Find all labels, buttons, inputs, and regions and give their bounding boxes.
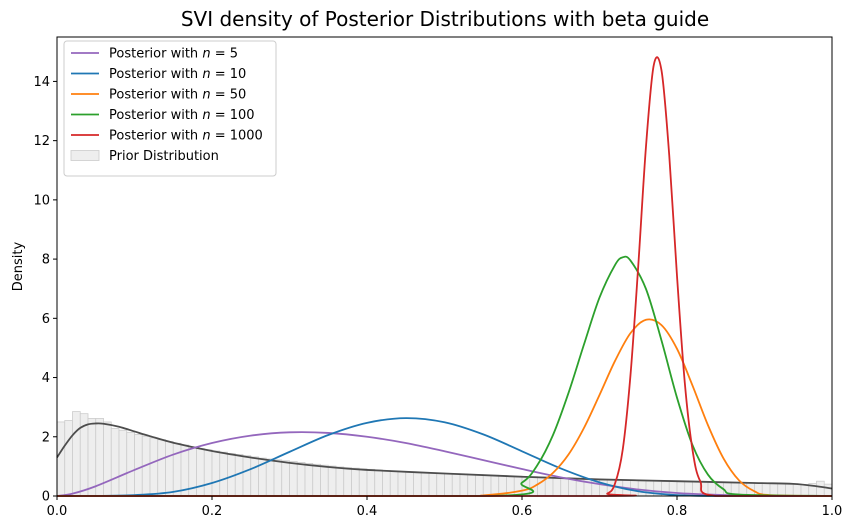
histogram-bar	[103, 421, 112, 497]
histogram-bar	[816, 480, 825, 497]
histogram-bar	[320, 464, 329, 497]
legend-box	[63, 40, 277, 177]
x-tick-label: 0.0	[47, 504, 68, 519]
histogram-bar	[250, 456, 259, 497]
histogram-bar	[242, 455, 252, 497]
x-tick-label: 0.2	[202, 504, 223, 519]
legend-entry-label: Posterior with n = 1000	[109, 129, 263, 144]
y-tick-label: 4	[42, 371, 50, 386]
histogram-bar	[110, 428, 120, 497]
legend-swatch	[70, 150, 100, 161]
histogram-bar	[459, 473, 469, 497]
legend-entry-label: Posterior with n = 100	[109, 108, 255, 123]
histogram-bar	[335, 466, 345, 497]
histogram-bar	[475, 474, 484, 497]
histogram-bar	[777, 483, 786, 497]
histogram-bar	[211, 450, 221, 497]
histogram-bar	[513, 475, 523, 497]
y-tick-label: 0	[42, 490, 50, 505]
y-tick-label: 2	[42, 430, 50, 445]
histogram-bar	[482, 474, 492, 497]
histogram-bar	[769, 483, 779, 497]
histogram-bar	[126, 431, 135, 497]
histogram-bar	[490, 474, 500, 497]
histogram-bar	[196, 448, 205, 497]
histogram-bar	[800, 484, 810, 497]
series-line-4	[57, 255, 833, 497]
histogram-bar	[792, 483, 802, 497]
legend-entry-label: Prior Distribution	[109, 149, 219, 164]
histogram-bar	[134, 434, 143, 497]
histogram-bar	[304, 463, 314, 497]
x-axis-ticks: 0.0 0.2 0.4 0.6 0.8 1.0	[47, 496, 843, 519]
y-axis-label: Density	[11, 241, 26, 291]
series-line-1	[56, 431, 832, 497]
histogram-bar	[149, 437, 159, 497]
histogram-bar	[289, 461, 298, 497]
histogram-bar	[552, 477, 562, 497]
prior-kde-line	[56, 422, 833, 490]
histogram-bar	[87, 418, 97, 497]
y-tick-label: 12	[33, 134, 50, 149]
y-tick-label: 10	[33, 193, 50, 208]
x-tick-label: 0.8	[667, 504, 688, 519]
histogram-bar	[118, 429, 128, 497]
histogram-bar	[389, 470, 399, 497]
y-tick-label: 8	[42, 253, 50, 268]
histogram-bar	[420, 472, 430, 497]
histogram-bar	[296, 462, 306, 497]
chart-title: SVI density of Posterior Distributions w…	[181, 7, 709, 31]
histogram-bar	[544, 476, 554, 497]
y-tick-label: 14	[33, 75, 50, 90]
histogram-bar	[823, 483, 833, 497]
x-tick-label: 0.6	[512, 504, 533, 519]
histogram-bar	[436, 472, 445, 497]
posterior-series-layer	[56, 56, 833, 497]
histogram-bar	[312, 463, 321, 497]
prior-kde-layer	[56, 422, 833, 490]
histogram-bar	[172, 442, 182, 497]
series-line-5	[57, 56, 832, 497]
histogram-bar	[405, 471, 414, 497]
histogram-bar	[56, 421, 66, 497]
y-tick-label: 6	[42, 312, 50, 327]
histogram-bar	[637, 480, 647, 497]
histogram-bar	[72, 411, 81, 497]
histogram-bar	[451, 473, 461, 497]
legend: Posterior with n = 5 Posterior with n = 1…	[63, 40, 277, 177]
series-line-2	[56, 417, 832, 497]
histogram-bar	[413, 471, 422, 497]
histogram-bar	[327, 465, 337, 497]
histogram-bar	[374, 469, 383, 497]
histogram-bar	[157, 439, 166, 497]
histogram-bar	[444, 473, 453, 497]
histogram-bar	[428, 472, 438, 497]
histogram-bar	[560, 477, 569, 497]
histogram-bar	[366, 468, 376, 497]
y-axis-ticks: 0 2 4 6 8 10 12 14	[33, 75, 57, 505]
histogram-bar	[64, 420, 73, 497]
legend-entry-label: Posterior with n = 50	[109, 88, 246, 103]
histogram-bar	[397, 471, 407, 497]
histogram-bar	[265, 458, 275, 497]
histogram-bar	[165, 441, 174, 497]
plot-frame	[56, 36, 833, 497]
histogram-bar	[467, 473, 476, 497]
histogram-bar	[281, 460, 290, 497]
histogram-bar	[273, 459, 283, 497]
legend-entry-label: Posterior with n = 5	[109, 47, 238, 62]
legend-entry-label: Posterior with n = 10	[109, 67, 246, 82]
histogram-bar	[785, 483, 794, 497]
histogram-bar	[343, 467, 352, 497]
x-tick-label: 0.4	[357, 504, 378, 519]
histogram-bar	[203, 449, 213, 497]
histogram-bar	[382, 470, 391, 497]
histogram-bar	[358, 468, 368, 497]
x-tick-label: 1.0	[822, 504, 843, 519]
histogram-bar	[351, 467, 360, 497]
histogram-bar	[219, 451, 228, 497]
